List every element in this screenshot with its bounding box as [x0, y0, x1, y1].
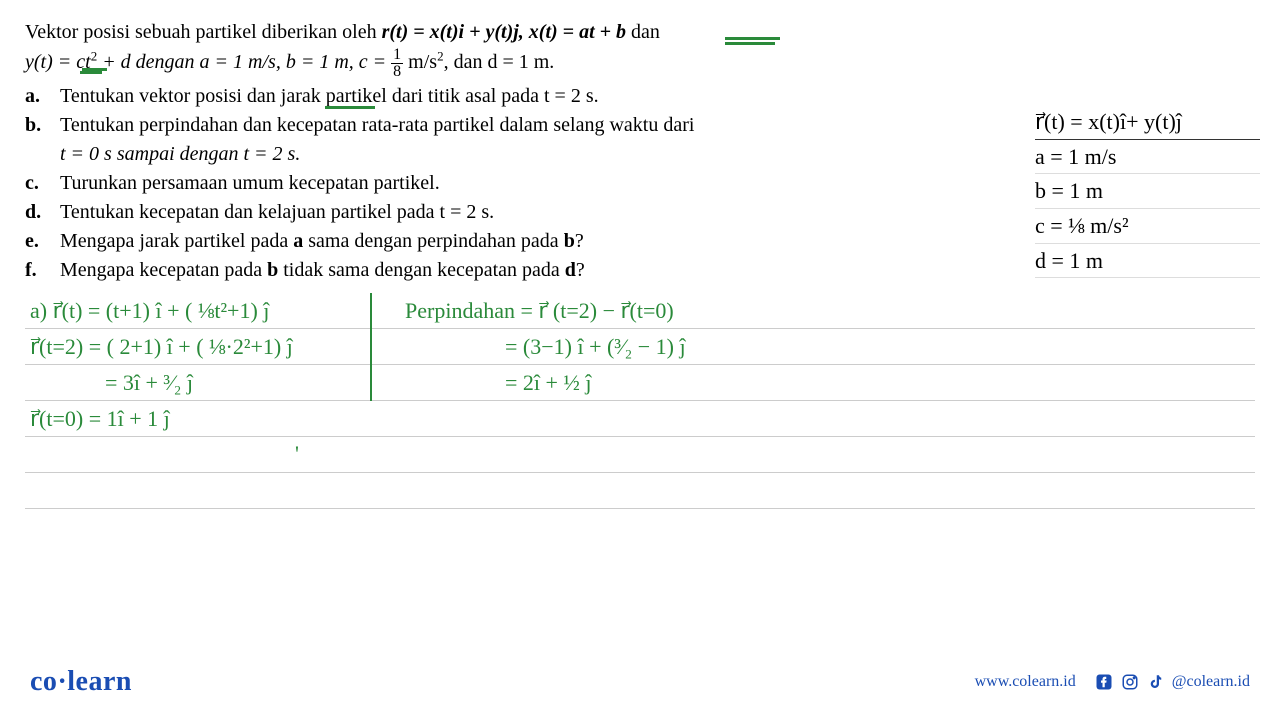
tiktok-icon — [1146, 672, 1166, 692]
green-tick-mark: ' — [295, 441, 299, 467]
work-row-6 — [25, 473, 1255, 509]
item-label — [25, 140, 60, 169]
work-2-right: = (3−1) î + (³⁄₂ − 1) ĵ — [375, 334, 686, 360]
logo-co: co — [30, 666, 57, 697]
work-3-left: = 3î + ³⁄₂ ĵ — [30, 370, 375, 396]
side-eq: r⃗(t) = x(t)î+ y(t)ĵ — [1035, 105, 1260, 140]
problem-statement-2: y(t) = ct2 + d dengan a = 1 m/s, b = 1 m… — [25, 47, 1255, 80]
handwritten-work: a) r⃗(t) = (t+1) î + ( ⅛t²+1) ĵ Perpinda… — [25, 293, 1255, 509]
item-label: f. — [25, 256, 60, 285]
problem-line1-pre: Vektor posisi sebuah partikel diberikan … — [25, 21, 382, 43]
item-label: d. — [25, 198, 60, 227]
problem-line2-mid: + d dengan a = 1 m/s, b = 1 m, c = — [97, 51, 391, 73]
social-icons: @colearn.id — [1094, 672, 1250, 692]
item-label: a. — [25, 82, 60, 111]
problem-line1-eq: r(t) = x(t)i + y(t)j, x(t) = at + b — [382, 21, 626, 43]
side-notes: r⃗(t) = x(t)î+ y(t)ĵ a = 1 m/s b = 1 m c… — [1035, 105, 1260, 278]
green-underline-3 — [325, 106, 375, 109]
work-3-right: = 2î + ½ ĵ — [375, 370, 592, 396]
item-label: c. — [25, 169, 60, 198]
work-row-4: r⃗(t=0) = 1î + 1 ĵ — [25, 401, 1255, 437]
work-4-left: r⃗(t=0) = 1î + 1 ĵ — [30, 406, 375, 432]
work-1-left: a) r⃗(t) = (t+1) î + ( ⅛t²+1) ĵ — [30, 298, 375, 324]
problem-line2-end: , dan d = 1 m. — [444, 51, 555, 73]
footer: co·learn www.colearn.id @colearn.id — [0, 666, 1280, 698]
work-row-2: r⃗(t=2) = ( 2+1) î + ( ⅛·2²+1) ĵ = (3−1)… — [25, 329, 1255, 365]
green-underline-2b — [80, 71, 102, 74]
side-b: b = 1 m — [1035, 174, 1260, 209]
side-a: a = 1 m/s — [1035, 140, 1260, 175]
logo-learn: learn — [67, 666, 132, 697]
side-c: c = ⅛ m/s² — [1035, 209, 1260, 244]
instagram-icon — [1120, 672, 1140, 692]
footer-right: www.colearn.id @colearn.id — [975, 672, 1250, 692]
green-underline-1b — [725, 42, 775, 45]
frac-den: 8 — [391, 64, 403, 80]
vertical-divider — [370, 293, 372, 401]
frac-num: 1 — [391, 47, 403, 64]
work-1-right: Perpindahan = r⃗ (t=2) − r⃗(t=0) — [375, 298, 674, 324]
problem-statement: Vektor posisi sebuah partikel diberikan … — [25, 18, 1255, 47]
green-underline-1 — [725, 37, 780, 40]
work-2-left: r⃗(t=2) = ( 2+1) î + ( ⅛·2²+1) ĵ — [30, 334, 375, 360]
problem-line2-post: m/s — [403, 51, 437, 73]
side-d: d = 1 m — [1035, 244, 1260, 279]
colearn-logo: co·learn — [30, 666, 132, 698]
work-row-3: = 3î + ³⁄₂ ĵ = 2î + ½ ĵ — [25, 365, 1255, 401]
item-label: b. — [25, 111, 60, 140]
problem-line1-post: dan — [626, 21, 660, 43]
item-label: e. — [25, 227, 60, 256]
problem-line2-pre: y(t) = ct — [25, 51, 91, 73]
facebook-icon — [1094, 672, 1114, 692]
work-row-1: a) r⃗(t) = (t+1) î + ( ⅛t²+1) ĵ Perpinda… — [25, 293, 1255, 329]
work-row-5: ' — [25, 437, 1255, 473]
footer-url: www.colearn.id — [975, 673, 1076, 691]
footer-handle: @colearn.id — [1172, 673, 1250, 691]
